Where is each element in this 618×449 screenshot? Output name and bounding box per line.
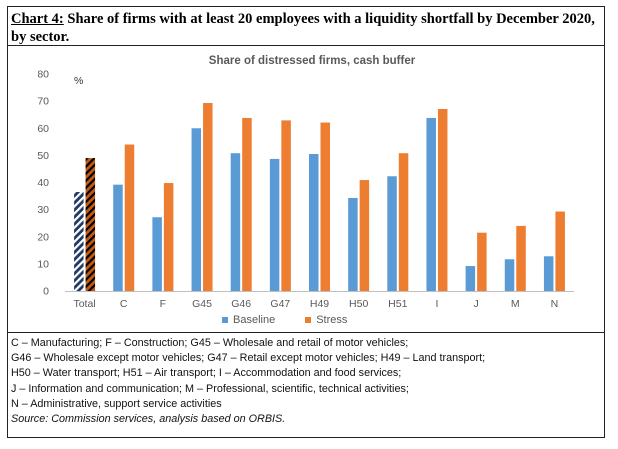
chart-title: Share of distressed firms, cash buffer [209,55,416,67]
chart-heading: Chart 4: Share of firms with at least 20… [11,10,601,46]
bar-baseline-h49 [309,154,319,291]
x-tick-label: H50 [349,298,368,310]
bar-baseline-m [504,259,515,291]
bar-stress-h51 [398,153,409,291]
bar-baseline-g47 [269,158,280,291]
note-line: C – Manufacturing; F – Construction; G45… [11,337,409,349]
y-tick-label: 60 [37,123,49,135]
bar-baseline-c [113,184,123,291]
y-tick-label: 50 [37,150,49,162]
y-axis-unit: % [74,75,83,87]
bar-baseline-j [465,266,476,291]
bar-stress-n [555,211,565,291]
x-tick-label: G46 [231,298,251,310]
bar-stress-g46 [242,117,252,291]
bar-baseline-total [74,191,84,291]
bar-stress-g47 [281,120,291,291]
note-line: N – Administrative, support service acti… [11,397,222,410]
chart-area: Share of distressed firms, cash buffer %… [7,45,605,333]
bar-baseline-f [152,217,162,291]
x-tick-label: G45 [192,298,212,310]
x-tick-label: C [120,298,128,310]
legend-swatch-baseline [222,317,228,323]
bar-baseline-g45 [191,128,202,291]
note-line: H50 – Water transport; H51 – Air transpo… [11,367,402,380]
bar-stress-i [437,108,448,292]
legend-item-baseline: Baseline [222,314,275,326]
x-tick-label: H49 [310,298,329,310]
bar-baseline-n [543,256,554,291]
note-line: G46 – Wholesale except motor vehicles; G… [11,352,486,365]
note-line: J – Information and communication; M – P… [11,382,409,395]
chart-heading-text: Share of firms with at least 20 employee… [11,11,595,45]
bar-stress-c [124,144,135,291]
chart-legend: Baseline Stress [222,314,347,326]
bar-chart: Share of distressed firms, cash buffer %… [37,55,574,310]
bar-stress-j [477,232,487,291]
y-tick-label: 30 [37,204,49,216]
x-tick-label: H51 [388,298,407,310]
bar-stress-h50 [359,180,370,291]
legend-label-baseline: Baseline [233,314,276,326]
x-tick-label: F [160,298,166,310]
chart-frame [7,6,605,438]
chart-number: Chart 4: [11,11,64,27]
x-tick-label: J [473,298,478,310]
bar-stress-h49 [320,122,330,292]
x-tick-label: M [511,298,520,310]
bar-baseline-g46 [230,153,241,291]
legend-swatch-stress [305,317,312,323]
x-tick-label: I [436,298,439,310]
legend-item-stress: Stress [305,314,347,326]
x-tick-label: Total [73,298,95,310]
bar-stress-total [85,158,96,291]
bar-baseline-h50 [348,197,358,291]
chart-notes: C – Manufacturing; F – Construction; G45… [11,336,601,427]
y-tick-label: 0 [43,286,49,298]
bar-baseline-i [426,117,436,291]
y-tick-label: 20 [37,231,49,243]
x-tick-label: G47 [270,298,290,310]
y-tick-label: 40 [37,177,49,189]
source-note: Source: Commission services, analysis ba… [11,413,286,426]
legend-label-stress: Stress [316,314,348,326]
y-tick-label: 70 [37,96,49,108]
y-tick-label: 80 [37,69,49,81]
bar-stress-m [516,225,526,291]
x-tick-label: N [551,298,559,310]
y-tick-label: 10 [37,258,49,270]
bar-stress-g45 [203,103,213,292]
bar-baseline-h51 [387,176,397,291]
bar-stress-f [163,183,174,291]
